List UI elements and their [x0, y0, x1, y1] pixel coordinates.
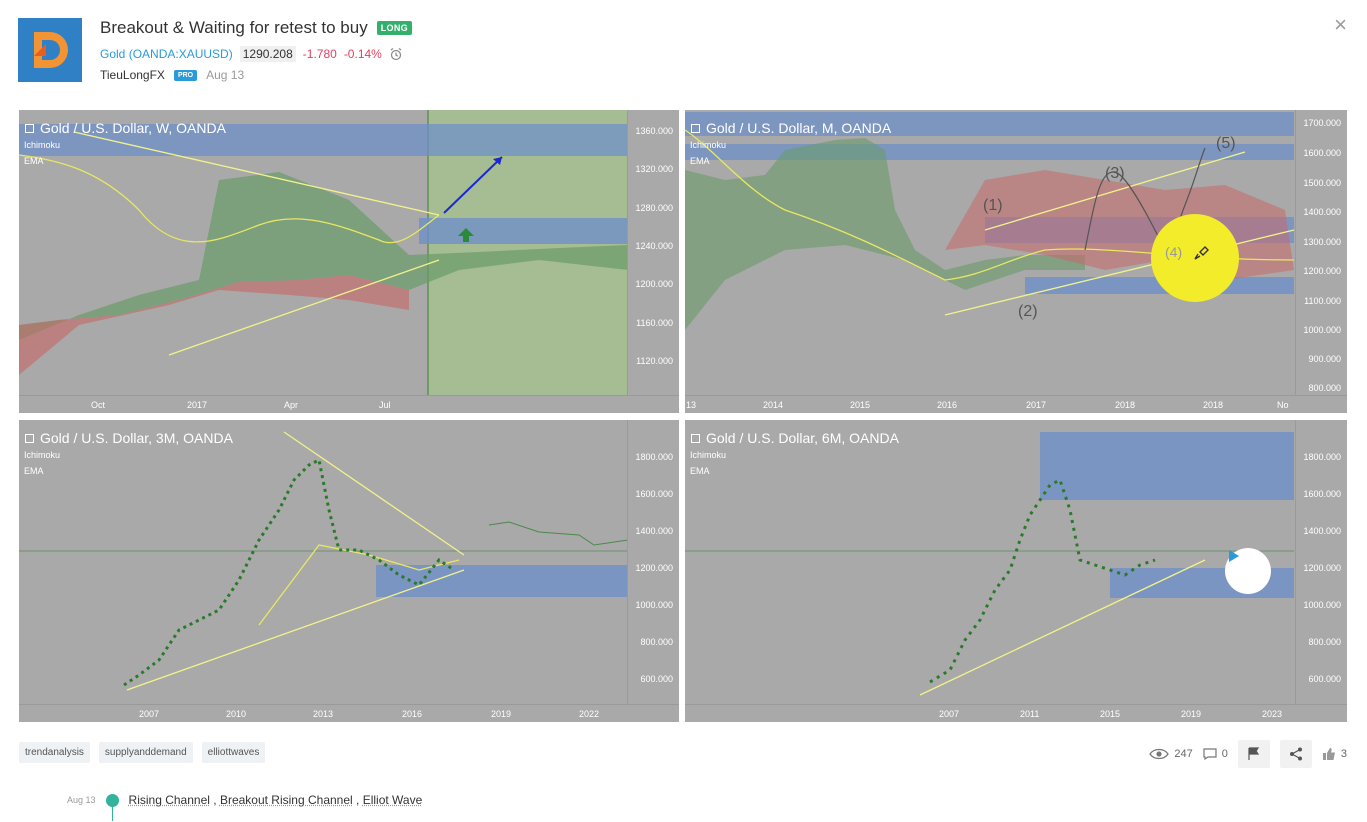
indicator-label[interactable]: Ichimoku — [24, 140, 61, 150]
chart-title: Gold / U.S. Dollar, 3M, OANDA — [25, 430, 233, 446]
pro-badge: PRO — [173, 69, 198, 81]
time-axis[interactable]: Oct 2017 Apr Jul — [19, 395, 679, 413]
author-logo[interactable] — [18, 18, 82, 82]
share-icon — [1289, 747, 1302, 761]
play-button[interactable] — [1225, 548, 1271, 594]
tag-item[interactable]: trendanalysis — [19, 742, 90, 763]
wave-label: (4) — [1165, 244, 1182, 260]
views-stat: 247 — [1149, 748, 1193, 760]
tag-list: trendanalysis supplyanddemand elliottwav… — [19, 742, 266, 763]
indicator-label[interactable]: Ichimoku — [690, 450, 727, 460]
indicator-label[interactable]: EMA — [690, 156, 710, 166]
price-axis[interactable]: 1800.000 1600.000 1400.000 1200.000 1000… — [627, 420, 679, 722]
flag-icon — [1248, 747, 1259, 760]
indicator-label[interactable]: EMA — [24, 466, 44, 476]
indicator-label[interactable]: Ichimoku — [690, 140, 727, 150]
comments-stat[interactable]: 0 — [1203, 748, 1228, 760]
share-button[interactable] — [1279, 740, 1312, 768]
chart-title: Gold / U.S. Dollar, M, OANDA — [691, 120, 891, 136]
chart-3m[interactable]: 1800.000 1600.000 1400.000 1200.000 1000… — [19, 420, 679, 722]
author-name[interactable]: TieuLongFX — [100, 68, 165, 82]
timeline-dot-icon — [105, 793, 119, 821]
update-date: Aug 13 — [67, 795, 96, 805]
price-change-pct: -0.14% — [343, 47, 382, 61]
wave-label: (1) — [983, 197, 1003, 214]
collapse-icon[interactable] — [25, 433, 34, 443]
chart-title: Gold / U.S. Dollar, 6M, OANDA — [691, 430, 899, 446]
indicator-label[interactable]: EMA — [24, 156, 44, 166]
chart-6m[interactable]: 1800.000 1600.000 1400.000 1200.000 1000… — [685, 420, 1347, 722]
close-icon[interactable]: × — [1334, 12, 1347, 37]
collapse-icon[interactable] — [691, 433, 700, 443]
thumbs-up-icon — [1322, 748, 1335, 760]
collapse-icon[interactable] — [691, 123, 700, 133]
tag-item[interactable]: elliottwaves — [201, 742, 266, 763]
time-axis[interactable]: 13 2014 2015 2016 2017 2018 2018 No — [685, 395, 1347, 413]
comment-icon — [1203, 748, 1217, 760]
report-button[interactable] — [1237, 740, 1270, 768]
monthly-chart-drawing: (1) (2) (3) (4) (5) — [685, 112, 1295, 330]
wave-label: (2) — [1018, 303, 1038, 320]
semiannual-chart-drawing — [685, 432, 1294, 696]
eye-icon — [1149, 748, 1170, 760]
collapse-icon[interactable] — [25, 123, 34, 133]
price-axis[interactable]: 1700.000 1600.000 1500.000 1400.000 1300… — [1295, 110, 1347, 413]
tag-item[interactable]: supplyanddemand — [98, 742, 193, 763]
symbol-link[interactable]: Gold (OANDA:XAUUSD) — [100, 47, 233, 61]
chart-weekly[interactable]: 1360.000 1320.000 1280.000 1240.000 1200… — [19, 110, 679, 413]
price-value: 1290.208 — [239, 46, 296, 62]
price-axis[interactable]: 1360.000 1320.000 1280.000 1240.000 1200… — [627, 110, 679, 413]
like-button[interactable]: 3 — [1322, 747, 1347, 761]
alarm-clock-icon[interactable] — [389, 47, 403, 61]
publish-date: Aug 13 — [206, 68, 245, 82]
time-axis[interactable]: 2007 2011 2015 2019 2023 — [685, 704, 1347, 722]
quarterly-chart-drawing — [19, 431, 629, 691]
idea-stats: 247 0 3 — [1149, 740, 1347, 768]
wave-label: (3) — [1105, 165, 1125, 182]
update-entry: Aug 13 Rising Channel , Breakout Rising … — [67, 793, 423, 821]
chart-monthly[interactable]: (1) (2) (3) (4) (5) 1700.000 1600.000 15… — [685, 110, 1347, 413]
time-axis[interactable]: 2007 2010 2013 2016 2019 2022 — [19, 704, 679, 722]
update-text: Rising Channel , Breakout Rising Channel… — [128, 793, 423, 807]
idea-title: Breakout & Waiting for retest to buy — [100, 18, 368, 37]
price-axis[interactable]: 1800.000 1600.000 1400.000 1200.000 1000… — [1295, 420, 1347, 722]
chart-title: Gold / U.S. Dollar, W, OANDA — [25, 120, 226, 136]
price-change: -1.780 — [302, 47, 337, 61]
play-icon — [1229, 550, 1239, 562]
wave-label: (5) — [1216, 135, 1236, 152]
long-badge: LONG — [376, 21, 412, 35]
weekly-chart-drawing — [19, 110, 628, 395]
indicator-label[interactable]: EMA — [690, 466, 710, 476]
indicator-label[interactable]: Ichimoku — [24, 450, 61, 460]
